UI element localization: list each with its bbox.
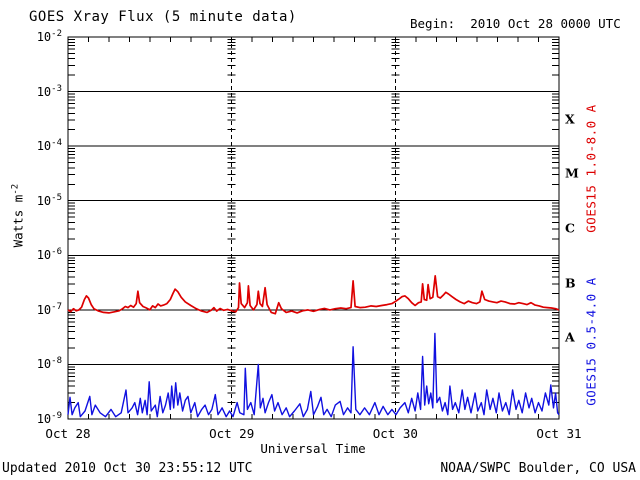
plot-border xyxy=(67,36,560,420)
chart-title: GOES Xray Flux (5 minute data) xyxy=(29,9,297,25)
flare-class-letter-a: A xyxy=(565,329,575,345)
flare-class-letter-m: M xyxy=(565,165,579,181)
y-axis-label: Watts m-2 xyxy=(10,176,25,256)
short-channel-series-label: GOES15 0.5-4.0 A xyxy=(583,277,599,406)
x-tick-label: Oct 29 xyxy=(209,426,255,441)
y-tick-exponent: -9 xyxy=(51,411,62,421)
short-channel-trace xyxy=(67,332,560,418)
flare-class-letter-c: C xyxy=(565,220,575,236)
y-tick-label: 10-2 xyxy=(36,29,62,44)
flare-class-letter-x: X xyxy=(565,111,575,127)
y-tick-label: 10-4 xyxy=(36,138,62,154)
y-axis-label-exponent: -2 xyxy=(10,183,21,195)
y-tick-label: 10-3 xyxy=(36,83,62,99)
y-tick-exponent: -6 xyxy=(51,247,62,258)
x-tick-label: Oct 30 xyxy=(372,426,418,441)
data-source-label: NOAA/SWPC Boulder, CO USA xyxy=(440,461,636,476)
y-tick-exponent: -3 xyxy=(51,83,62,94)
y-tick-label: 10-9 xyxy=(36,411,62,426)
y-tick-label: 10-5 xyxy=(36,192,62,208)
y-tick-exponent: -4 xyxy=(51,138,62,149)
y-tick-label: 10-7 xyxy=(36,301,62,317)
y-tick-exponent: -8 xyxy=(51,356,62,367)
y-tick-label: 10-6 xyxy=(36,247,62,263)
y-axis-label-text: Watts m xyxy=(10,194,26,248)
x-tick-label: Oct 28 xyxy=(45,426,91,441)
long-channel-series-label: GOES15 1.0-8.0 A xyxy=(583,104,599,233)
y-tick-exponent: -7 xyxy=(51,301,62,312)
flare-class-letter-b: B xyxy=(565,275,576,291)
updated-timestamp: Updated 2010 Oct 30 23:55:12 UTC xyxy=(2,461,253,476)
y-tick-exponent: -5 xyxy=(51,192,62,203)
long-channel-trace xyxy=(67,274,560,315)
begin-timestamp-label: Begin: 2010 Oct 28 0000 UTC xyxy=(410,16,621,31)
y-tick-label: 10-8 xyxy=(36,356,62,372)
x-axis-label: Universal Time xyxy=(260,441,366,456)
x-tick-label: Oct 31 xyxy=(536,426,582,441)
y-tick-exponent: -2 xyxy=(51,29,62,39)
